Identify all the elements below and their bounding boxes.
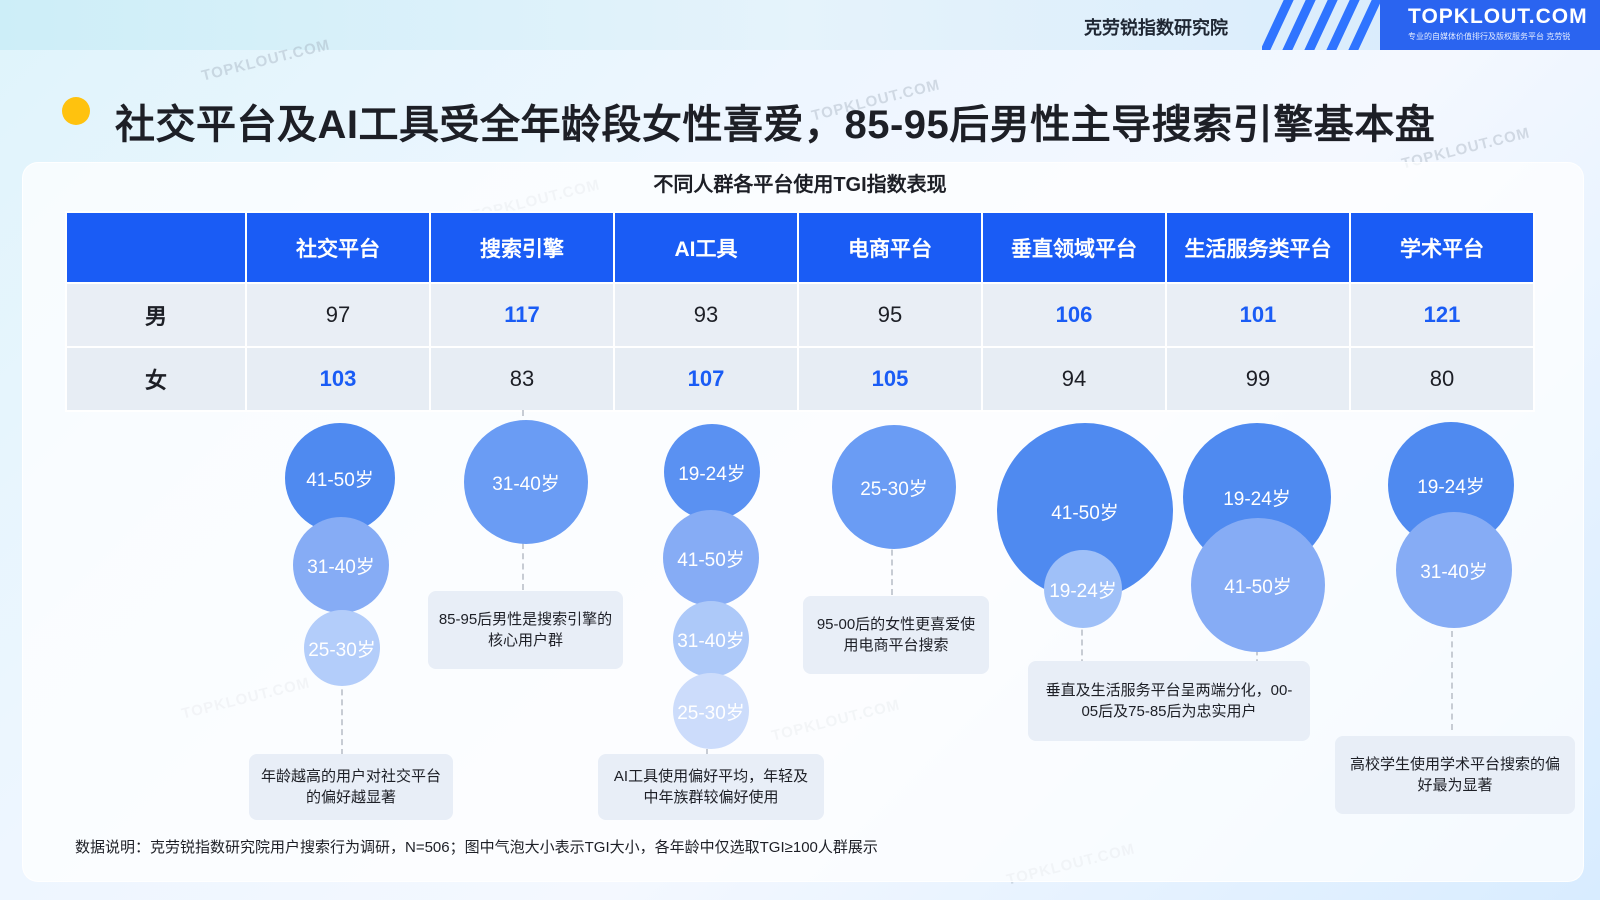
table-cell: 121 — [1349, 282, 1535, 348]
table-cell: 83 — [429, 346, 615, 412]
org-name: 克劳锐指数研究院 — [1084, 18, 1228, 38]
connector-line — [1081, 600, 1083, 685]
bubble: 41-50岁 — [997, 423, 1173, 599]
table-cell: 93 — [613, 282, 799, 348]
bubble: 41-50岁 — [1191, 518, 1325, 652]
logo-subtitle: 专业的自媒体价值排行及版权服务平台 克劳锐 — [1408, 32, 1571, 41]
insight-note: 高校学生使用学术平台搜索的偏好最为显著 — [1335, 736, 1575, 814]
logo-stripes — [1262, 0, 1382, 50]
table-corner-cell — [65, 211, 247, 284]
table-cell: 117 — [429, 282, 615, 348]
logo: TOPKLOUT.COM — [1408, 5, 1588, 28]
column-header: 学术平台 — [1349, 211, 1535, 284]
bubble: 31-40岁 — [464, 420, 588, 544]
bubble: 31-40岁 — [293, 517, 389, 613]
table-cell: 107 — [613, 346, 799, 412]
title-bullet — [62, 97, 90, 125]
table-header-row: 社交平台 搜索引擎 AI工具 电商平台 垂直领域平台 生活服务类平台 学术平台 — [65, 211, 1535, 284]
bubble: 31-40岁 — [673, 601, 749, 677]
connector-line — [891, 530, 893, 595]
column-header: 社交平台 — [245, 211, 431, 284]
table-cell: 99 — [1165, 346, 1351, 412]
column-header: 垂直领域平台 — [981, 211, 1167, 284]
connector-line — [1451, 600, 1453, 730]
bubble: 19-24岁 — [1044, 550, 1122, 628]
row-label: 男 — [65, 282, 247, 348]
tgi-table: 社交平台 搜索引擎 AI工具 电商平台 垂直领域平台 生活服务类平台 学术平台 … — [65, 211, 1535, 412]
bubble: 19-24岁 — [664, 424, 760, 520]
column-header: 生活服务类平台 — [1165, 211, 1351, 284]
table-cell: 101 — [1165, 282, 1351, 348]
table-cell: 97 — [245, 282, 431, 348]
table-row-male: 男 97 117 93 95 106 101 121 — [65, 282, 1535, 348]
table-cell: 103 — [245, 346, 431, 412]
table-cell: 106 — [981, 282, 1167, 348]
insight-note: 垂直及生活服务平台呈两端分化，00-05后及75-85后为忠实用户 — [1028, 661, 1310, 741]
table-cell: 94 — [981, 346, 1167, 412]
table-cell: 80 — [1349, 346, 1535, 412]
bubble: 25-30岁 — [673, 673, 749, 749]
insight-note: 95-00后的女性更喜爱使用电商平台搜索 — [803, 596, 989, 674]
insight-note: 85-95后男性是搜索引擎的核心用户群 — [428, 591, 623, 669]
table-title: 不同人群各平台使用TGI指数表现 — [653, 174, 947, 196]
insight-note: 年龄越高的用户对社交平台的偏好越显著 — [249, 754, 453, 820]
bubble: 25-30岁 — [304, 610, 380, 686]
insight-note: AI工具使用偏好平均，年轻及中年族群较偏好使用 — [598, 754, 824, 820]
table-cell: 95 — [797, 282, 983, 348]
data-note: 数据说明：克劳锐指数研究院用户搜索行为调研，N=506；图中气泡大小表示TGI大… — [75, 839, 878, 856]
page-title: 社交平台及AI工具受全年龄段女性喜爱，85-95后男性主导搜索引擎基本盘 — [115, 103, 1436, 147]
column-header: 搜索引擎 — [429, 211, 615, 284]
bubble: 41-50岁 — [663, 510, 759, 606]
bubble: 41-50岁 — [285, 423, 395, 533]
bubble: 31-40岁 — [1396, 512, 1512, 628]
row-label: 女 — [65, 346, 247, 412]
logo-box — [1380, 0, 1600, 50]
table-cell: 105 — [797, 346, 983, 412]
table-row-female: 女 103 83 107 105 94 99 80 — [65, 346, 1535, 412]
column-header: 电商平台 — [797, 211, 983, 284]
bubble: 25-30岁 — [832, 425, 956, 549]
column-header: AI工具 — [613, 211, 799, 284]
